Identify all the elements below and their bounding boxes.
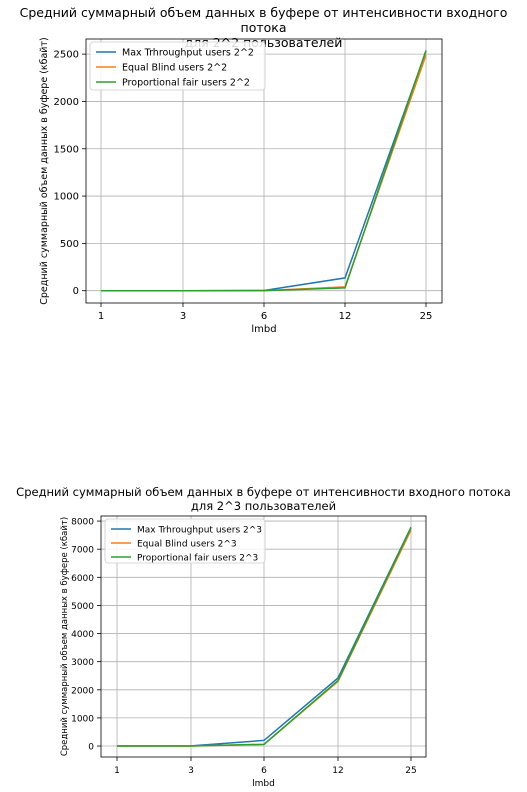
chart-2-y-axis-label: Средний суммарный объем данных в буфере … xyxy=(60,517,70,756)
chart-1-series-line-3 xyxy=(101,50,427,292)
chart-1-y-tick-label: 500 xyxy=(60,239,79,250)
chart-1-y-tick-label: 1500 xyxy=(54,144,79,155)
chart-1-y-tick-label: 1000 xyxy=(54,192,79,203)
chart-1-title-line1: Средний суммарный объем данных в буфере … xyxy=(19,5,508,35)
chart-2-legend-label-3: Proportional fair users 2^3 xyxy=(137,554,258,564)
chart-1-legend-label-3: Proportional fair users 2^2 xyxy=(122,78,250,89)
chart-2-legend-label-2: Equal Blind users 2^3 xyxy=(137,540,237,550)
chart-1-legend-label-2: Equal Blind users 2^2 xyxy=(122,63,227,74)
chart-1-legend-box xyxy=(89,41,266,91)
chart-1-y-axis-label: Средний суммарный объем данных в буфере … xyxy=(39,37,50,304)
chart-2-y-tick-label: 6000 xyxy=(71,574,94,584)
chart-2-plot-frame xyxy=(100,515,427,758)
chart-2-x-tick-label: 1 xyxy=(114,766,120,776)
chart-1-y-tick-label: 2500 xyxy=(54,50,79,61)
chart-2-x-tick-label: 6 xyxy=(261,766,267,776)
chart-2-legend-box xyxy=(104,518,266,564)
chart-1-series-line-2 xyxy=(101,54,427,292)
chart-2-y-tick-label: 4000 xyxy=(71,630,94,640)
chart-1-x-tick-label: 6 xyxy=(261,311,267,322)
chart-1-plot: 0 500 1000 1500 2000 2500 1 3 6 12 25 lmbd Средний с… xyxy=(39,37,443,335)
chart-1-y-tick-label: 0 xyxy=(73,286,79,297)
chart-2-y-tick-label: 0 xyxy=(88,743,94,753)
chart-2-y-tick-label: 8000 xyxy=(71,518,94,528)
chart-2-y-tick-label: 7000 xyxy=(71,546,94,556)
chart-2-series-line-3 xyxy=(117,527,412,747)
chart-2-title-line2: для 2^3 пользователей xyxy=(190,498,337,513)
chart-2-plot: 0 1000 2000 3000 4000 5000 6000 7000 8000 1 3 6 12 25… xyxy=(60,515,427,789)
chart-2-y-tick-label: 2000 xyxy=(71,686,94,696)
chart-1-x-tick-label: 3 xyxy=(180,311,186,322)
chart-1-legend-label-1: Max Trhroughput users 2^2 xyxy=(122,48,254,59)
chart-2-x-tick-label: 25 xyxy=(405,766,416,776)
chart-1-x-tick-label: 12 xyxy=(339,311,352,322)
chart-2-title: Средний суммарный объем данных в буфере … xyxy=(0,485,527,514)
chart-2-x-tick-label: 3 xyxy=(188,766,194,776)
chart-2-legend-label-1: Max Trhroughput users 2^3 xyxy=(137,526,262,536)
chart-1-y-tick-label: 2000 xyxy=(54,97,79,108)
chart-2-y-tick-label: 3000 xyxy=(71,658,94,668)
chart-1-x-axis-label: lmbd xyxy=(251,324,276,335)
chart-1-x-tick-label: 25 xyxy=(420,311,433,322)
chart-2-title-line1: Средний суммарный объем данных в буфере … xyxy=(16,485,511,499)
chart-2-x-axis-label: lmbd xyxy=(252,779,275,789)
chart-1-x-tick-label: 1 xyxy=(98,311,104,322)
chart-2-y-tick-label: 1000 xyxy=(71,714,94,724)
chart-2-x-tick-label: 12 xyxy=(332,766,343,776)
chart-2-y-tick-label: 5000 xyxy=(71,602,94,612)
